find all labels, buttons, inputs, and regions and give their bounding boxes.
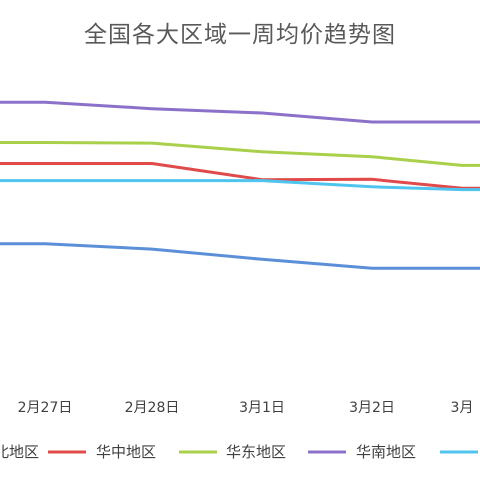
legend: 北地区华中地区华东地区华南地区华北地区 [0,443,478,461]
x-tick-label: 3月2日 [349,400,395,416]
x-tick-label: 3月 [451,400,474,416]
x-tick-label: 2月27日 [18,400,73,416]
x-tick-label: 3月1日 [239,400,285,416]
series-line-4 [0,179,480,192]
legend-label-1: 华中地区 [96,443,156,461]
x-axis-ticks: 2月27日 2月28日 3月1日 3月2日 3月 [18,400,474,416]
series-line-3 [0,100,480,124]
series-line-1 [0,162,480,190]
series-lines [0,100,480,270]
chart-title: 全国各大区域一周均价趋势图 [84,22,396,48]
x-tick-label: 2月28日 [125,400,180,416]
series-line-2 [0,141,480,167]
legend-label-3: 华南地区 [356,443,416,461]
series-line-0 [0,242,480,270]
legend-label-2: 华东地区 [226,443,286,461]
legend-label-0: 北地区 [0,443,39,461]
